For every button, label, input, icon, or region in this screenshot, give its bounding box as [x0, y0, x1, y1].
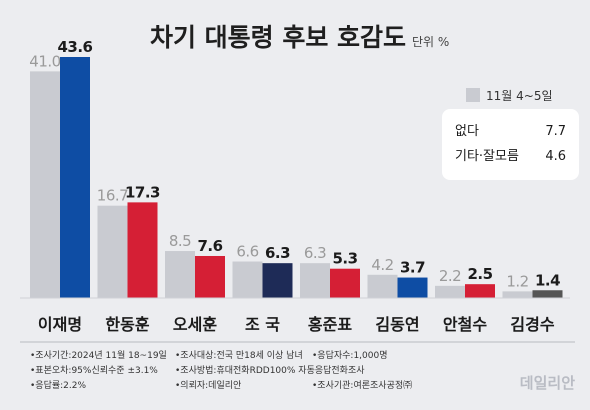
- summary-box-bg: [442, 109, 579, 180]
- value-label-cur-7: 1.4: [535, 271, 560, 289]
- bar-cur-3: [262, 263, 293, 298]
- summary-label-none: 없다: [455, 124, 479, 139]
- category-label-1: 한동훈: [105, 315, 149, 334]
- value-label-prev-2: 8.5: [169, 232, 191, 250]
- category-label-4: 홍준표: [308, 315, 352, 334]
- bar-cur-2: [195, 255, 225, 298]
- value-label-cur-1: 17.3: [125, 183, 160, 201]
- footnote-2-1: •의뢰자:데일리안: [175, 380, 241, 391]
- category-label-5: 김동연: [375, 315, 419, 334]
- bar-cur-4: [330, 268, 360, 298]
- footnotes: •조사기간:2024년 11월 18~19일 •조사대상:전국 만18세 이상 남…: [30, 349, 412, 391]
- category-labels: 이재명 한동훈 오세훈 조 국 홍준표 김동연 안철수 김경수: [38, 315, 555, 334]
- footnote-0-2: •응답자수:1,000명: [312, 349, 388, 361]
- bar-prev-3: [232, 261, 263, 298]
- value-label-cur-2: 7.6: [197, 237, 222, 255]
- legend-swatch-prev: [466, 88, 480, 102]
- bar-cur-0: [60, 57, 90, 298]
- value-label-cur-0: 43.6: [57, 38, 92, 56]
- category-label-2: 오세훈: [173, 315, 217, 334]
- unit-label: 단위 %: [412, 35, 449, 49]
- bar-prev-2: [165, 251, 195, 298]
- footnote-0-1: •조사대상:전국 만18세 이상 남녀: [175, 350, 303, 361]
- value-label-prev-1: 16.7: [97, 187, 128, 205]
- value-label-prev-7: 1.2: [506, 272, 528, 290]
- summary-value-other: 4.6: [545, 149, 566, 164]
- footnote-1-0: •표본오차:95%신뢰수준 ±3.1%: [30, 364, 158, 376]
- footnote-0-0: •조사기간:2024년 11월 18~19일: [30, 349, 167, 361]
- value-label-prev-0: 41.0: [29, 52, 60, 70]
- legend: 11월 4~5일: [466, 88, 553, 103]
- summary-label-other: 기타·잘모름: [455, 149, 519, 164]
- footnote-2-2: •조사기관:여론조사공정㈜: [312, 379, 412, 391]
- value-label-cur-5: 3.7: [400, 259, 425, 277]
- value-label-prev-4: 6.3: [304, 244, 326, 262]
- summary-box: 없다 7.7 기타·잘모름 4.6: [442, 109, 579, 180]
- bar-prev-7: [502, 291, 533, 298]
- value-label-prev-3: 6.6: [236, 243, 258, 261]
- bar-cur-5: [397, 277, 428, 298]
- footnote-1-1: •조사방법:휴대전화RDD100% 자동응답전화조사: [175, 364, 365, 376]
- legend-label-prev: 11월 4~5일: [486, 89, 553, 103]
- value-label-cur-6: 2.5: [467, 265, 492, 283]
- category-label-7: 김경수: [510, 315, 554, 334]
- chart-title: 차기 대통령 후보 호감도: [150, 23, 406, 52]
- summary-value-none: 7.7: [545, 124, 566, 139]
- value-label-cur-3: 6.3: [265, 244, 290, 262]
- bar-cur-7: [532, 290, 563, 298]
- bar-cur-1: [127, 202, 158, 298]
- value-label-cur-4: 5.3: [332, 250, 357, 268]
- bar-cur-6: [465, 284, 495, 298]
- bar-prev-0: [30, 71, 60, 299]
- bar-prev-5: [367, 274, 398, 298]
- category-label-0: 이재명: [38, 315, 82, 334]
- value-label-prev-6: 2.2: [439, 267, 461, 285]
- category-label-6: 안철수: [443, 315, 487, 334]
- value-label-prev-5: 4.2: [371, 256, 393, 274]
- bars: 41.043.6 16.717.3 8.5 7.6 6.6 6.3 6.3 5.3 4.2 3.7…: [20, 38, 570, 299]
- footnote-2-0: •응답률:2.2%: [30, 379, 86, 391]
- bar-prev-1: [97, 205, 128, 298]
- bar-prev-4: [300, 263, 330, 298]
- category-label-3: 조 국: [245, 315, 280, 334]
- watermark: 데일리안: [520, 374, 575, 392]
- bar-prev-6: [435, 285, 465, 298]
